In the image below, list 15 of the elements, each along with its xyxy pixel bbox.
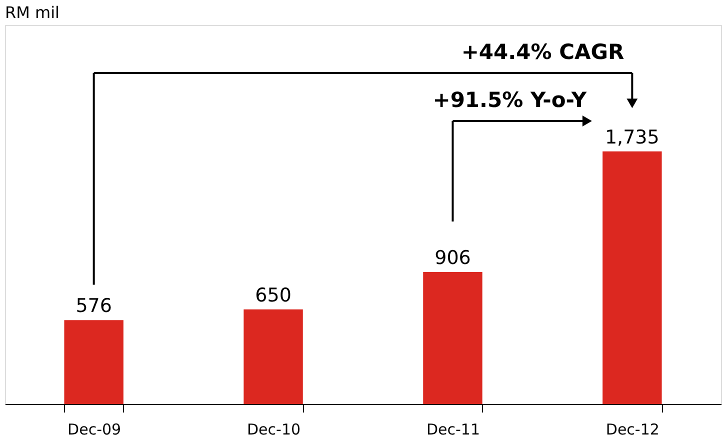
text: +91.5% Y-o-Y bbox=[432, 88, 588, 112]
bar bbox=[244, 309, 303, 404]
x-tick-label: Dec-10 bbox=[247, 420, 301, 438]
data-label: 906 bbox=[434, 247, 471, 270]
bar bbox=[64, 320, 124, 404]
data-label: 650 bbox=[255, 284, 292, 306]
bar bbox=[602, 151, 662, 404]
bar bbox=[423, 272, 482, 404]
text: RM mil bbox=[5, 3, 60, 22]
x-tick-label: Dec-11 bbox=[426, 420, 480, 438]
data-label: 576 bbox=[76, 295, 112, 318]
text: +44.4% CAGR bbox=[461, 40, 624, 64]
x-tick-label: Dec-09 bbox=[68, 420, 122, 438]
data-label: 1,735 bbox=[604, 126, 660, 148]
x-tick-label: Dec-12 bbox=[606, 420, 660, 438]
